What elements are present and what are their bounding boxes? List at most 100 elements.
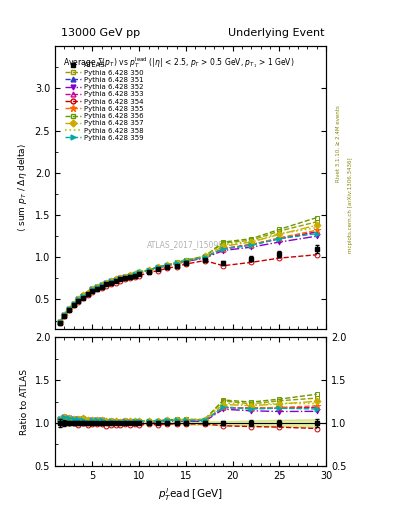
Pythia 6.428 353 [57, 319, 62, 325]
Pythia 6.428 357 [72, 301, 76, 307]
Pythia 6.428 351 [123, 273, 127, 280]
Pythia 6.428 356 [67, 306, 72, 312]
Pythia 6.428 357 [132, 271, 137, 277]
Pythia 6.428 358 [85, 290, 90, 296]
Line: Pythia 6.428 355: Pythia 6.428 355 [57, 227, 320, 326]
Pythia 6.428 350 [81, 292, 85, 298]
Pythia 6.428 352 [81, 293, 85, 299]
Pythia 6.428 357 [314, 222, 319, 228]
Pythia 6.428 359 [57, 319, 62, 325]
Pythia 6.428 357 [118, 275, 123, 282]
Pythia 6.428 354 [165, 265, 170, 271]
Pythia 6.428 358 [314, 225, 319, 231]
Pythia 6.428 358 [249, 238, 254, 244]
Pythia 6.428 350 [114, 276, 118, 282]
Pythia 6.428 354 [57, 320, 62, 326]
Pythia 6.428 359 [114, 277, 118, 283]
Pythia 6.428 353 [165, 262, 170, 268]
Line: Pythia 6.428 351: Pythia 6.428 351 [57, 229, 319, 325]
Pythia 6.428 357 [76, 296, 81, 303]
Pythia 6.428 357 [67, 306, 72, 312]
Pythia 6.428 354 [184, 261, 188, 267]
Pythia 6.428 355 [127, 272, 132, 278]
Pythia 6.428 354 [277, 255, 282, 261]
Pythia 6.428 358 [72, 301, 76, 307]
Pythia 6.428 356 [62, 312, 67, 318]
Pythia 6.428 353 [81, 293, 85, 299]
Pythia 6.428 354 [72, 303, 76, 309]
Pythia 6.428 359 [81, 293, 85, 299]
Pythia 6.428 352 [165, 263, 170, 269]
Pythia 6.428 357 [81, 292, 85, 298]
Pythia 6.428 354 [114, 280, 118, 286]
Pythia 6.428 350 [67, 306, 72, 312]
Pythia 6.428 356 [114, 276, 118, 282]
Pythia 6.428 356 [202, 253, 207, 260]
Pythia 6.428 351 [72, 301, 76, 307]
Pythia 6.428 356 [165, 262, 170, 268]
Pythia 6.428 355 [174, 260, 179, 266]
Pythia 6.428 357 [165, 262, 170, 268]
Line: Pythia 6.428 356: Pythia 6.428 356 [57, 215, 319, 325]
Pythia 6.428 358 [156, 264, 160, 270]
Pythia 6.428 350 [174, 260, 179, 266]
Pythia 6.428 357 [202, 253, 207, 260]
Text: ATLAS_2017_I1509919: ATLAS_2017_I1509919 [147, 240, 234, 249]
Pythia 6.428 351 [132, 271, 137, 277]
Pythia 6.428 351 [85, 290, 90, 296]
Pythia 6.428 353 [137, 269, 141, 275]
Pythia 6.428 359 [104, 281, 109, 287]
Pythia 6.428 356 [57, 319, 62, 325]
Pythia 6.428 357 [62, 312, 67, 318]
Pythia 6.428 351 [249, 242, 254, 248]
Pythia 6.428 359 [249, 242, 254, 248]
Pythia 6.428 355 [202, 254, 207, 260]
Pythia 6.428 352 [95, 284, 99, 290]
Pythia 6.428 350 [76, 296, 81, 303]
Pythia 6.428 354 [95, 286, 99, 292]
Pythia 6.428 353 [127, 273, 132, 279]
Pythia 6.428 351 [127, 272, 132, 278]
Pythia 6.428 353 [132, 271, 137, 277]
Line: Pythia 6.428 352: Pythia 6.428 352 [57, 233, 319, 325]
Pythia 6.428 357 [174, 260, 179, 266]
Pythia 6.428 355 [67, 306, 72, 312]
Pythia 6.428 353 [221, 246, 226, 252]
Pythia 6.428 353 [90, 286, 95, 292]
Pythia 6.428 357 [127, 272, 132, 278]
Pythia 6.428 356 [156, 264, 160, 270]
Pythia 6.428 355 [114, 276, 118, 282]
Pythia 6.428 351 [165, 262, 170, 268]
Y-axis label: Ratio to ATLAS: Ratio to ATLAS [20, 369, 29, 435]
Pythia 6.428 355 [156, 264, 160, 270]
Line: Pythia 6.428 358: Pythia 6.428 358 [60, 228, 317, 322]
Pythia 6.428 356 [85, 290, 90, 296]
Pythia 6.428 355 [85, 290, 90, 296]
Pythia 6.428 357 [137, 269, 141, 275]
Pythia 6.428 354 [156, 268, 160, 274]
Pythia 6.428 357 [123, 273, 127, 280]
Pythia 6.428 353 [184, 258, 188, 264]
Pythia 6.428 350 [132, 271, 137, 277]
Pythia 6.428 354 [146, 269, 151, 275]
Pythia 6.428 353 [109, 278, 114, 284]
Pythia 6.428 353 [118, 275, 123, 282]
Pythia 6.428 352 [249, 244, 254, 250]
Line: Pythia 6.428 350: Pythia 6.428 350 [57, 219, 319, 325]
Pythia 6.428 354 [104, 283, 109, 289]
Pythia 6.428 351 [277, 236, 282, 242]
Pythia 6.428 355 [62, 312, 67, 318]
Pythia 6.428 353 [314, 229, 319, 235]
Pythia 6.428 356 [249, 236, 254, 242]
Pythia 6.428 352 [156, 265, 160, 271]
Pythia 6.428 352 [184, 259, 188, 265]
Pythia 6.428 350 [85, 290, 90, 296]
Pythia 6.428 355 [76, 296, 81, 303]
Pythia 6.428 354 [221, 263, 226, 269]
Pythia 6.428 353 [249, 242, 254, 248]
Pythia 6.428 355 [165, 262, 170, 268]
Pythia 6.428 350 [184, 258, 188, 264]
Pythia 6.428 354 [127, 275, 132, 282]
Pythia 6.428 358 [104, 280, 109, 286]
Pythia 6.428 355 [90, 286, 95, 292]
